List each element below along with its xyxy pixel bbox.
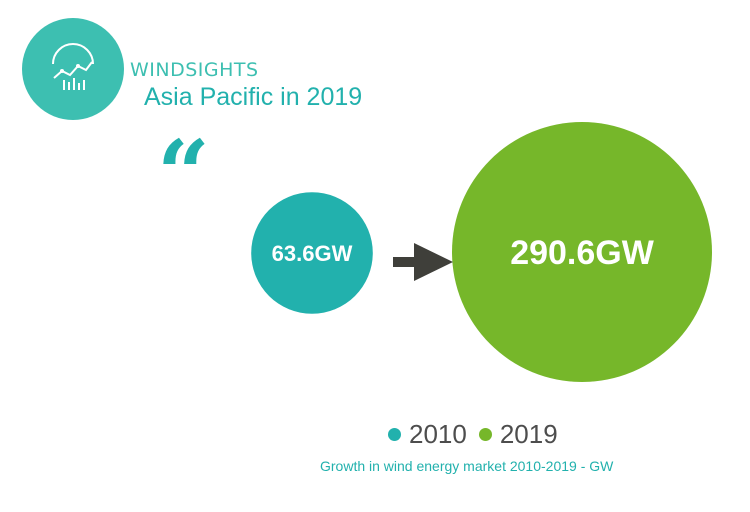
legend-item-2010: 2010 <box>388 419 467 450</box>
value-label-2010: 63.6GW <box>272 241 353 266</box>
quote-mark: “ <box>157 120 210 228</box>
value-label-2019: 290.6GW <box>510 234 655 272</box>
chart-gauge-icon <box>52 43 94 90</box>
brand-name: WINDSIGHTS <box>130 59 259 81</box>
legend-dot-2019 <box>478 428 492 441</box>
legend-label-2019: 2019 <box>499 419 558 449</box>
logo <box>22 18 124 120</box>
legend-dot-2010 <box>388 428 401 441</box>
bubble-2019 <box>452 122 712 382</box>
bubble-2010 <box>251 192 373 314</box>
legend-item-2019: 2019 <box>478 419 558 450</box>
legend-label-2010: 2010 <box>409 419 467 449</box>
page-title: Asia Pacific in 2019 <box>144 83 363 111</box>
arrow-icon <box>393 243 453 281</box>
legend: 2010 2019 <box>388 419 570 450</box>
chart-caption: Growth in wind energy market 2010-2019 -… <box>320 458 614 474</box>
